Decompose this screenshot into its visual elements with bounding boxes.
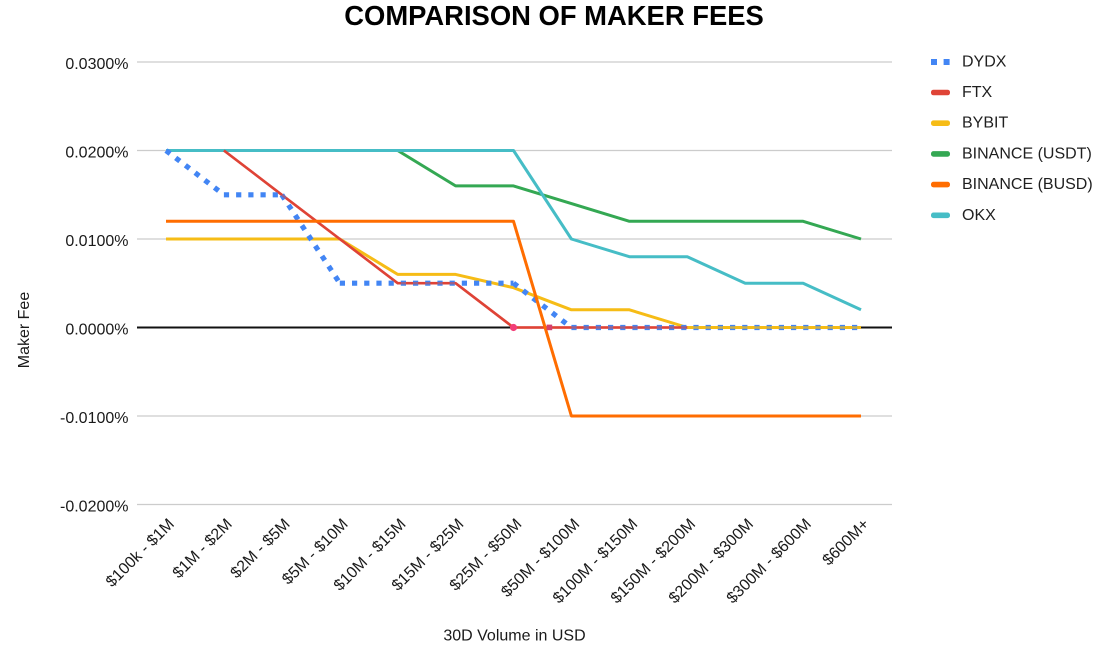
- svg-text:Maker Fee: Maker Fee: [16, 292, 33, 369]
- svg-text:0.0200%: 0.0200%: [65, 144, 128, 161]
- svg-text:0.0000%: 0.0000%: [65, 321, 128, 338]
- svg-text:30D Volume in USD: 30D Volume in USD: [443, 628, 585, 645]
- svg-text:BINANCE (USDT): BINANCE (USDT): [962, 145, 1092, 162]
- svg-text:COMPARISON OF MAKER FEES: COMPARISON OF MAKER FEES: [344, 0, 764, 31]
- svg-text:$600M+: $600M+: [820, 516, 873, 569]
- svg-text:BYBIT: BYBIT: [962, 115, 1008, 132]
- svg-text:BINANCE (BUSD): BINANCE (BUSD): [962, 176, 1093, 193]
- svg-text:0.0100%: 0.0100%: [65, 233, 128, 250]
- svg-text:OKX: OKX: [962, 207, 996, 224]
- svg-text:$1M - $2M: $1M - $2M: [170, 516, 236, 582]
- svg-text:DYDX: DYDX: [962, 53, 1007, 70]
- svg-text:$100k - $1M: $100k - $1M: [103, 516, 178, 591]
- svg-text:-0.0100%: -0.0100%: [60, 410, 129, 427]
- svg-text:-0.0200%: -0.0200%: [60, 498, 129, 515]
- svg-text:FTX: FTX: [962, 84, 993, 101]
- svg-text:0.0300%: 0.0300%: [65, 56, 128, 73]
